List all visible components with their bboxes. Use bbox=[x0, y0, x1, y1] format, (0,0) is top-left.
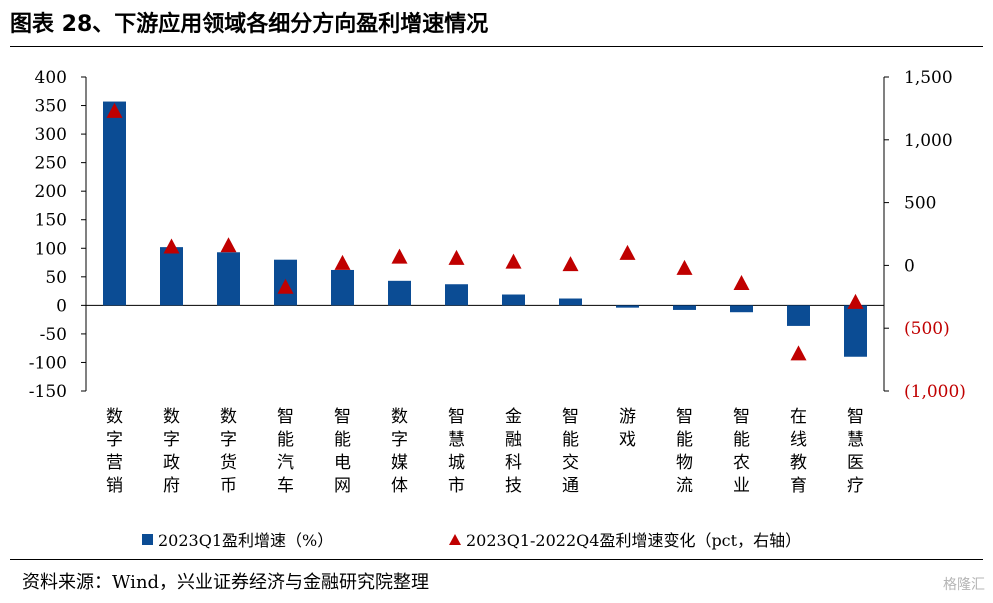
triangle-mark bbox=[562, 256, 579, 272]
brand-watermark: 格隆汇 bbox=[943, 577, 985, 593]
bar-mark bbox=[502, 294, 525, 306]
bar-mark bbox=[730, 305, 753, 313]
category-label: 智能汽车 bbox=[277, 407, 294, 496]
right-tick-label: (500) bbox=[904, 319, 950, 339]
category-label: 在线教育 bbox=[790, 407, 807, 496]
triangle-mark bbox=[334, 254, 351, 270]
legend-triangle-swatch bbox=[449, 534, 461, 545]
bar-series bbox=[103, 101, 867, 357]
triangle-mark bbox=[733, 274, 750, 290]
right-axis-ticks: 1,500 1,000 500 0 (500) (1,000) bbox=[884, 68, 966, 402]
left-tick-label: 0 bbox=[56, 296, 67, 316]
left-tick-label: 300 bbox=[35, 125, 67, 145]
right-tick-label: 500 bbox=[904, 194, 936, 214]
bar-mark bbox=[673, 305, 696, 310]
legend-bar-swatch bbox=[142, 534, 153, 545]
triangle-mark bbox=[220, 237, 237, 253]
triangle-mark bbox=[163, 238, 180, 254]
category-label: 数字政府 bbox=[163, 407, 180, 496]
left-tick-label: 250 bbox=[35, 154, 67, 174]
bar-mark bbox=[844, 305, 867, 357]
right-tick-label: 1,500 bbox=[904, 68, 953, 88]
category-label: 数字营销 bbox=[106, 407, 123, 496]
left-tick-label: 50 bbox=[45, 268, 67, 288]
left-tick-label: 200 bbox=[35, 182, 67, 202]
category-label: 金融科技 bbox=[505, 407, 522, 496]
category-label: 智慧城市 bbox=[448, 407, 465, 496]
category-label: 智能物流 bbox=[676, 407, 693, 496]
left-tick-label: -150 bbox=[29, 382, 67, 402]
left-tick-label: -50 bbox=[40, 325, 67, 345]
bar-mark bbox=[445, 284, 468, 306]
bar-mark bbox=[616, 305, 639, 308]
triangle-mark bbox=[391, 248, 408, 264]
source-note: 资料来源：Wind，兴业证券经济与金融研究院整理 bbox=[22, 572, 430, 593]
triangle-mark bbox=[676, 259, 693, 275]
triangle-mark bbox=[106, 102, 123, 118]
bar-mark bbox=[331, 269, 354, 306]
triangle-mark bbox=[505, 253, 522, 269]
left-tick-label: 100 bbox=[35, 239, 67, 259]
bar-mark bbox=[559, 298, 582, 306]
right-tick-label: 1,000 bbox=[904, 131, 953, 151]
triangle-mark bbox=[619, 244, 636, 260]
left-axis-ticks: 400 350 300 250 200 150 100 50 0 -50 -100 -150 bbox=[29, 68, 86, 402]
category-label: 游戏 bbox=[619, 407, 636, 450]
triangle-mark bbox=[448, 249, 465, 265]
category-label: 数字货币 bbox=[220, 407, 237, 496]
legend-triangle-label: 2023Q1-2022Q4盈利增速变化（pct，右轴） bbox=[466, 531, 801, 550]
category-label: 智慧医疗 bbox=[847, 407, 864, 496]
bar-mark bbox=[217, 252, 240, 306]
triangle-mark bbox=[790, 345, 807, 361]
category-label: 智能交通 bbox=[562, 407, 579, 496]
category-label: 智能电网 bbox=[334, 407, 351, 496]
legend: 2023Q1盈利增速（%） 2023Q1-2022Q4盈利增速变化（pct，右轴… bbox=[142, 531, 801, 550]
category-label: 数字媒体 bbox=[391, 407, 408, 496]
category-label: 智能农业 bbox=[733, 407, 750, 496]
left-tick-label: 150 bbox=[35, 211, 67, 231]
right-tick-label: (1,000) bbox=[904, 382, 966, 402]
left-tick-label: -100 bbox=[29, 353, 67, 373]
source-rule bbox=[10, 559, 983, 560]
bar-mark bbox=[103, 101, 126, 306]
triangle-mark bbox=[847, 293, 864, 309]
triangle-series bbox=[106, 102, 864, 361]
bar-mark bbox=[160, 247, 183, 306]
category-labels: 数字营销数字政府数字货币智能汽车智能电网数字媒体智慧城市金融科技智能交通游戏智能… bbox=[106, 407, 864, 496]
chart-title: 图表 28、下游应用领域各细分方向盈利增速情况 bbox=[10, 12, 489, 37]
bar-mark bbox=[388, 280, 411, 306]
left-tick-label: 400 bbox=[35, 68, 67, 88]
right-tick-label: 0 bbox=[904, 256, 915, 276]
left-tick-label: 350 bbox=[35, 97, 67, 117]
legend-bar-label: 2023Q1盈利增速（%） bbox=[158, 531, 333, 550]
triangle-mark bbox=[277, 278, 294, 294]
axes bbox=[85, 77, 885, 391]
title-rule bbox=[10, 46, 983, 47]
bar-mark bbox=[787, 305, 810, 326]
